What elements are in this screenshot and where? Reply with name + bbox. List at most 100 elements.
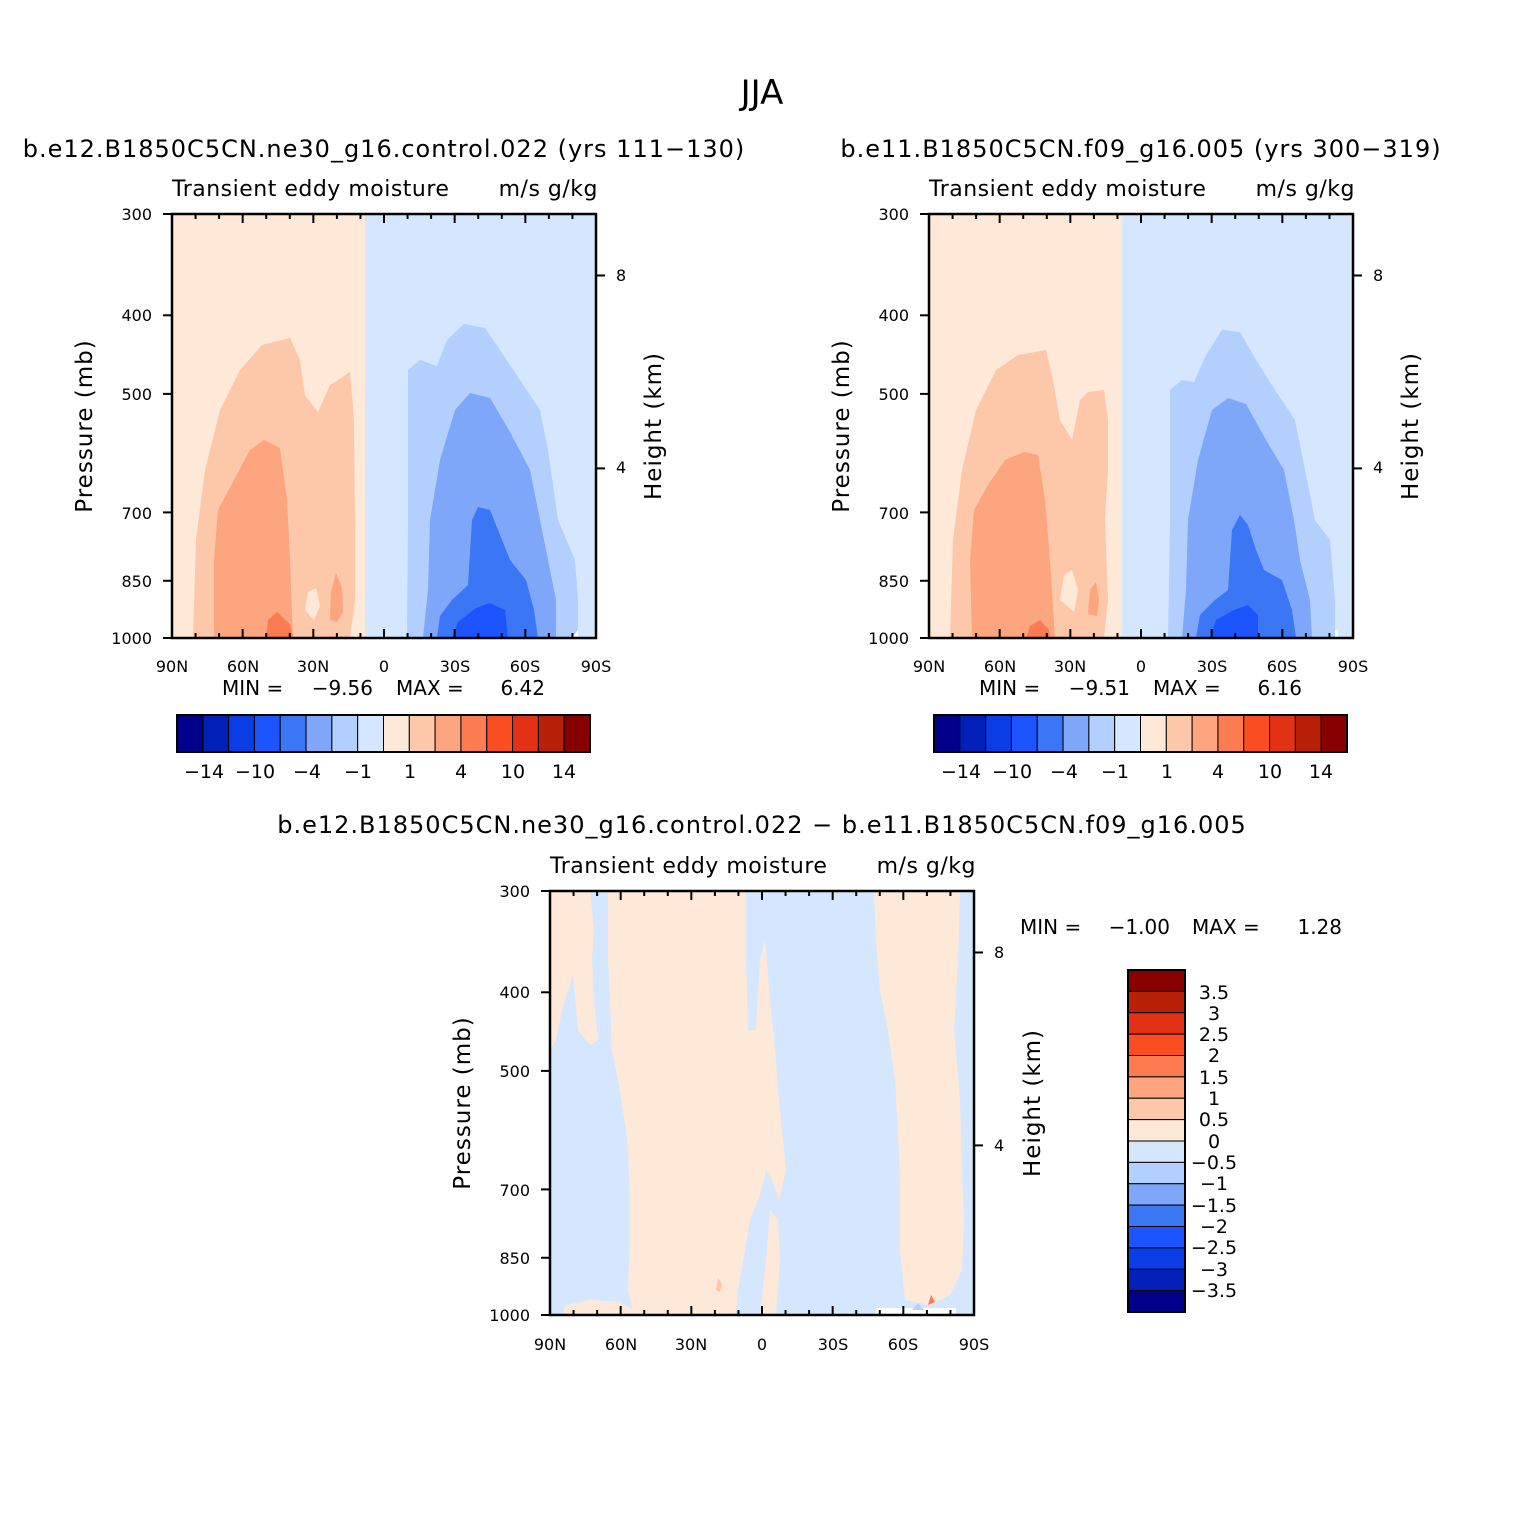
contour-fill-pos-lowest-left [550, 891, 598, 1050]
colorbar-tick-label: −14 [184, 761, 224, 783]
contour-field [550, 891, 974, 1315]
colorbar-box [1127, 1033, 1186, 1056]
height-tick-label: 8 [1373, 266, 1383, 285]
colorbar-tick-label: 0 [1208, 1131, 1220, 1153]
colorbar-frame [933, 714, 1348, 753]
missing-data-patch [876, 1308, 956, 1315]
x-tick-label: 90S [959, 1335, 990, 1354]
colorbar-box [228, 714, 255, 753]
colorbar-box [1320, 714, 1348, 753]
y-tick-label: 500 [878, 385, 909, 404]
ticks [541, 890, 983, 1316]
y-tick-label: 300 [878, 205, 909, 224]
panel-title: b.e12.B1850C5CN.ne30_g16.control.022 − b… [277, 811, 1247, 839]
contour-fill-pos-2 [214, 440, 293, 638]
colorbar-tick-label: 14 [1309, 761, 1333, 783]
colorbar-tick-label: −2 [1200, 1216, 1228, 1238]
colorbar-frame [1127, 969, 1186, 1313]
contour-fill-pos-lowest-strip [760, 1210, 780, 1315]
contour-fill-neg-2 [1182, 398, 1312, 638]
colorbar-tick-label: 1 [1161, 761, 1173, 783]
colorbar-box [933, 714, 961, 753]
contour-fill-pos-lowest-hole [305, 588, 320, 620]
colorbar-box [331, 714, 359, 753]
contour-fill-pos-lowest-hole [1060, 570, 1078, 612]
height-tick-label: 8 [616, 266, 626, 285]
max-label: MAX = [396, 676, 464, 700]
colorbar-tick-label: −0.5 [1191, 1152, 1237, 1174]
colorbar-tick-label: 4 [1212, 761, 1224, 783]
colorbar-box [1127, 1247, 1186, 1270]
min-value: −9.56 [312, 676, 373, 700]
colorbar-box [1127, 1055, 1186, 1078]
colorbar-box [1088, 714, 1116, 753]
colorbar-tick-label: −1 [1101, 761, 1129, 783]
ticks [920, 213, 1362, 639]
y-tick-label: 400 [499, 983, 530, 1002]
colorbar-box [1127, 1119, 1186, 1142]
colorbar-tick-label: 3.5 [1199, 982, 1229, 1004]
x-tick-label: 30S [1197, 657, 1228, 676]
y-axis-label-right: Height (km) [1398, 352, 1424, 500]
colorbar-box [1127, 1012, 1186, 1035]
colorbar-box [959, 714, 987, 753]
y-axis-label-right: Height (km) [1020, 1029, 1046, 1177]
colorbar-box [1127, 1268, 1186, 1292]
colorbar-tick-label: −1 [344, 761, 372, 783]
x-tick-label: 90N [156, 657, 188, 676]
min-value: −9.51 [1069, 676, 1130, 700]
panel-reference: b.e11.B1850C5CN.f09_g16.005 (yrs 300−319… [829, 135, 1441, 783]
contour-fill-pos-2b [330, 573, 343, 622]
colorbar-tick-label: 2 [1208, 1045, 1220, 1067]
colorbar-box [1127, 1290, 1186, 1313]
x-tick-label: 0 [757, 1335, 767, 1354]
colorbar-box [1127, 969, 1186, 992]
colorbar-vertical [1127, 969, 1186, 1313]
colorbar-box [1269, 714, 1296, 753]
min-label: MIN = [979, 676, 1040, 700]
colorbar-box [1127, 1076, 1186, 1099]
colorbar-box [1294, 714, 1322, 753]
contour-fill-pos-3 [266, 612, 293, 638]
max-value: 6.42 [500, 676, 545, 700]
colorbar-box [460, 714, 488, 753]
min-label: MIN = [222, 676, 283, 700]
colorbar-tick-label: −2.5 [1191, 1237, 1237, 1259]
contour-fill-pos-1-speck [716, 1278, 722, 1292]
x-tick-label: 30N [297, 657, 329, 676]
contour-field [172, 214, 596, 638]
colorbar-tick-label: −14 [941, 761, 981, 783]
colorbar-box [1127, 1226, 1186, 1249]
figure-title: JJA [739, 73, 784, 113]
colorbar-tick-label: −3 [1200, 1259, 1228, 1281]
x-tick-label: 60S [888, 1335, 919, 1354]
colorbar-box [305, 714, 333, 753]
y-tick-label: 850 [499, 1249, 530, 1268]
colorbar-box [1165, 714, 1193, 753]
colorbar-box [253, 714, 281, 753]
x-tick-label: 90N [913, 657, 945, 676]
contour-fill-pos-2-speck [928, 1295, 935, 1305]
colorbar-tick-label: 10 [501, 761, 525, 783]
y-tick-label: 300 [121, 205, 152, 224]
colorbar-frame [176, 714, 591, 753]
min-value: −1.00 [1109, 915, 1170, 939]
colorbar-box [279, 714, 307, 753]
colorbar-box [1114, 714, 1141, 753]
panel-subtitle: Transient eddy moisture [171, 177, 449, 202]
x-tick-label: 0 [1136, 657, 1146, 676]
colorbar-tick-label: −1.5 [1191, 1195, 1237, 1217]
x-tick-label: 30S [818, 1335, 849, 1354]
x-tick-label: 30N [1054, 657, 1086, 676]
colorbar-box [1062, 714, 1090, 753]
colorbar-box [1127, 1140, 1186, 1163]
x-tick-label: 60N [227, 657, 259, 676]
x-tick-label: 90S [1338, 657, 1369, 676]
panel-title: b.e11.B1850C5CN.f09_g16.005 (yrs 300−319… [840, 135, 1441, 163]
ticks [163, 213, 605, 639]
colorbar-box [1010, 714, 1038, 753]
colorbar-tick-label: −4 [1050, 761, 1078, 783]
panel-subtitle: Transient eddy moisture [928, 177, 1206, 202]
y-tick-label: 1000 [489, 1306, 530, 1325]
contour-fill-pos-lowest-right [874, 891, 964, 1305]
